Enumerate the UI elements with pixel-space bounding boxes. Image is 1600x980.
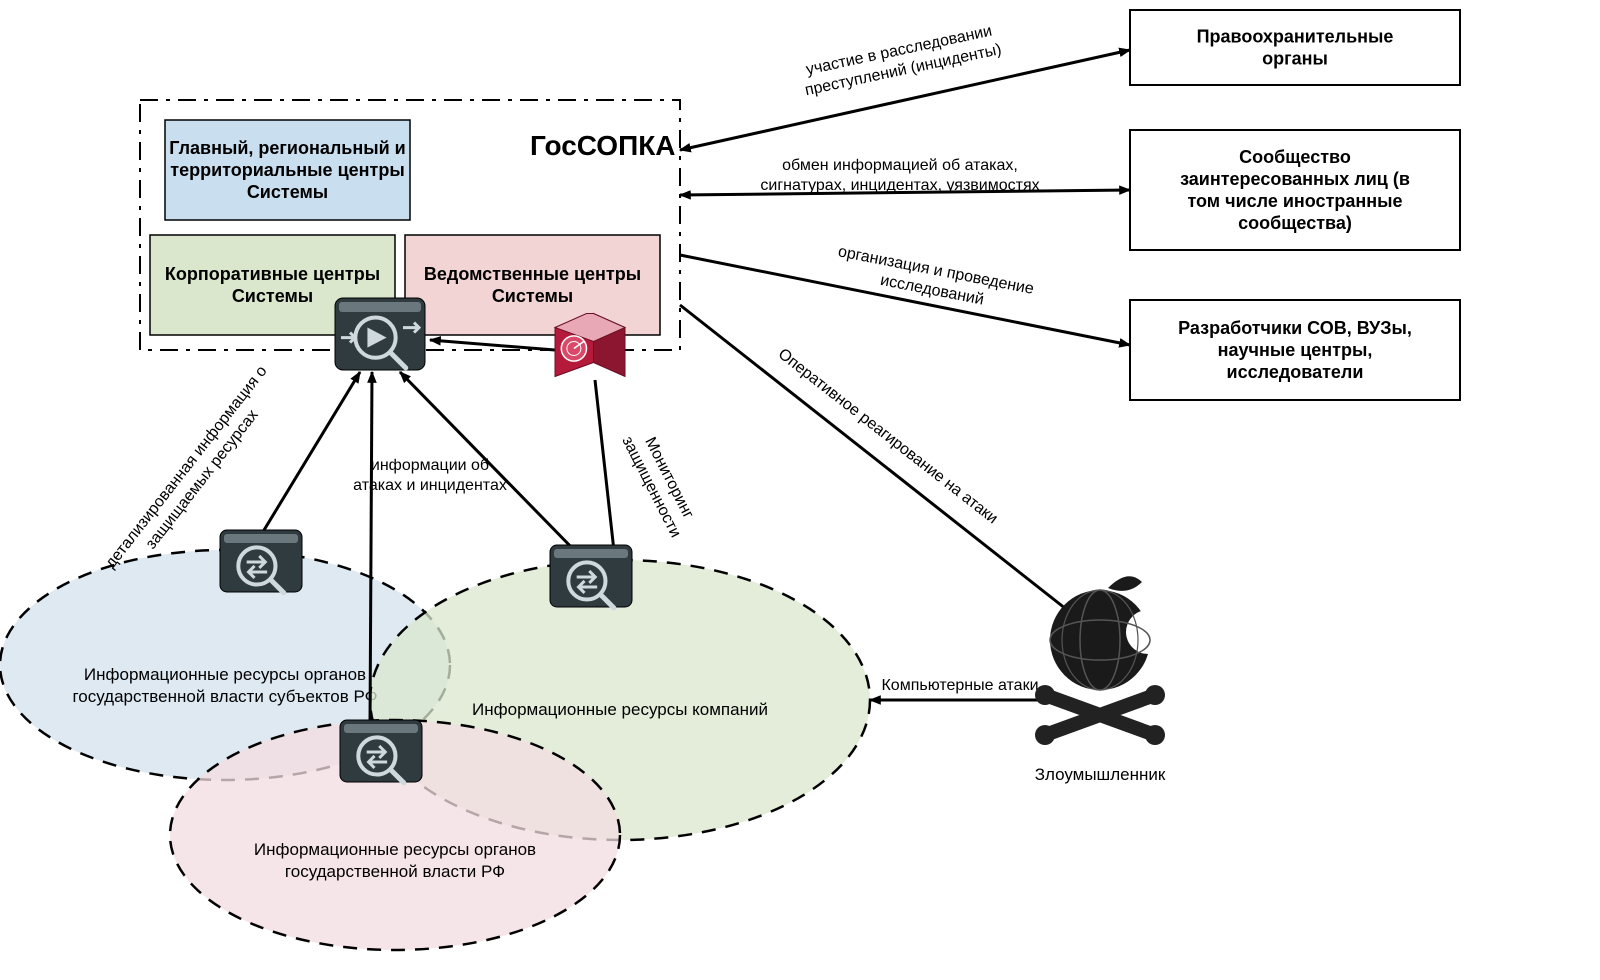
sensor-icon-2	[340, 720, 422, 783]
svg-text:Мониторингзащищенности: Мониторингзащищенности	[618, 425, 701, 541]
edge-7	[370, 372, 372, 725]
edge-label-0: участие в расследованиипреступлений (инц…	[799, 21, 1003, 99]
analyzer-icon	[335, 298, 425, 370]
sensor-icon-1	[550, 545, 632, 608]
edge-3	[680, 305, 1080, 620]
edge-label-3: Оперативное реагирование на атаки	[775, 346, 1001, 528]
svg-text:информации обатаках и инцидент: информации обатаках и инцидентах	[353, 457, 507, 494]
svg-text:Оперативное реагирование на ат: Оперативное реагирование на атаки	[775, 346, 1001, 528]
svg-text:участие в расследованиипреступ: участие в расследованиипреступлений (инц…	[799, 21, 1003, 99]
free-label-2: Мониторингзащищенности	[618, 425, 701, 541]
sensor-icon-0	[220, 530, 302, 593]
svg-text:Компьютерные атаки: Компьютерные атаки	[881, 677, 1038, 694]
gossopka-title: ГосСОПКА	[530, 130, 676, 161]
free-label-1: информации обатаках и инцидентах	[353, 457, 507, 494]
attacker-label: Злоумышленник	[1035, 765, 1166, 784]
inner-box-dept-centers	[405, 235, 660, 335]
edge-label-4: Компьютерные атаки	[881, 677, 1038, 694]
svg-text:Информационные ресурсы компани: Информационные ресурсы компаний	[472, 700, 768, 719]
radar-cube-icon	[555, 314, 625, 377]
ellipse-label-ell-comp: Информационные ресурсы компаний	[472, 700, 768, 719]
svg-text:обмен информацией об атаках,си: обмен информацией об атаках,сигнатурах, …	[760, 157, 1039, 194]
edge-security-monitoring	[595, 380, 615, 560]
edge-5	[258, 372, 360, 540]
edge-label-1: обмен информацией об атаках,сигнатурах, …	[760, 157, 1039, 194]
right-box-law	[1130, 10, 1460, 85]
edge-8	[430, 340, 555, 350]
